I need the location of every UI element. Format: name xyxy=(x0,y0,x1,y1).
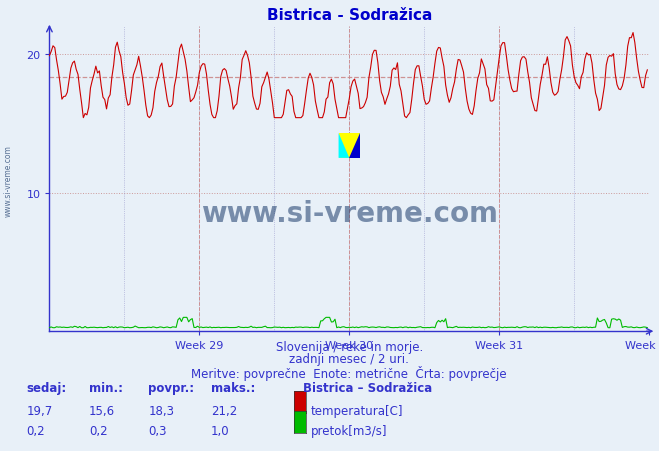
Text: temperatura[C]: temperatura[C] xyxy=(311,404,403,417)
Title: Bistrica - Sodražica: Bistrica - Sodražica xyxy=(267,8,432,23)
Text: 0,2: 0,2 xyxy=(26,424,45,437)
Text: maks.:: maks.: xyxy=(211,381,255,394)
Text: www.si-vreme.com: www.si-vreme.com xyxy=(3,144,13,216)
Polygon shape xyxy=(339,133,349,158)
Polygon shape xyxy=(349,133,360,158)
Bar xyxy=(339,133,360,158)
Text: www.si-vreme.com: www.si-vreme.com xyxy=(201,200,498,228)
Text: povpr.:: povpr.: xyxy=(148,381,194,394)
Text: 18,3: 18,3 xyxy=(148,404,174,417)
Text: pretok[m3/s]: pretok[m3/s] xyxy=(311,424,387,437)
Text: 21,2: 21,2 xyxy=(211,404,237,417)
Text: zadnji mesec / 2 uri.: zadnji mesec / 2 uri. xyxy=(289,353,409,366)
Text: 0,3: 0,3 xyxy=(148,424,167,437)
Text: sedaj:: sedaj: xyxy=(26,381,67,394)
Text: Bistrica – Sodražica: Bistrica – Sodražica xyxy=(303,381,432,394)
Text: 15,6: 15,6 xyxy=(89,404,115,417)
Text: Slovenija / reke in morje.: Slovenija / reke in morje. xyxy=(275,341,423,354)
Text: 0,2: 0,2 xyxy=(89,424,107,437)
Text: 1,0: 1,0 xyxy=(211,424,229,437)
Text: Meritve: povprečne  Enote: metrične  Črta: povprečje: Meritve: povprečne Enote: metrične Črta:… xyxy=(192,365,507,380)
Text: min.:: min.: xyxy=(89,381,123,394)
Text: 19,7: 19,7 xyxy=(26,404,53,417)
